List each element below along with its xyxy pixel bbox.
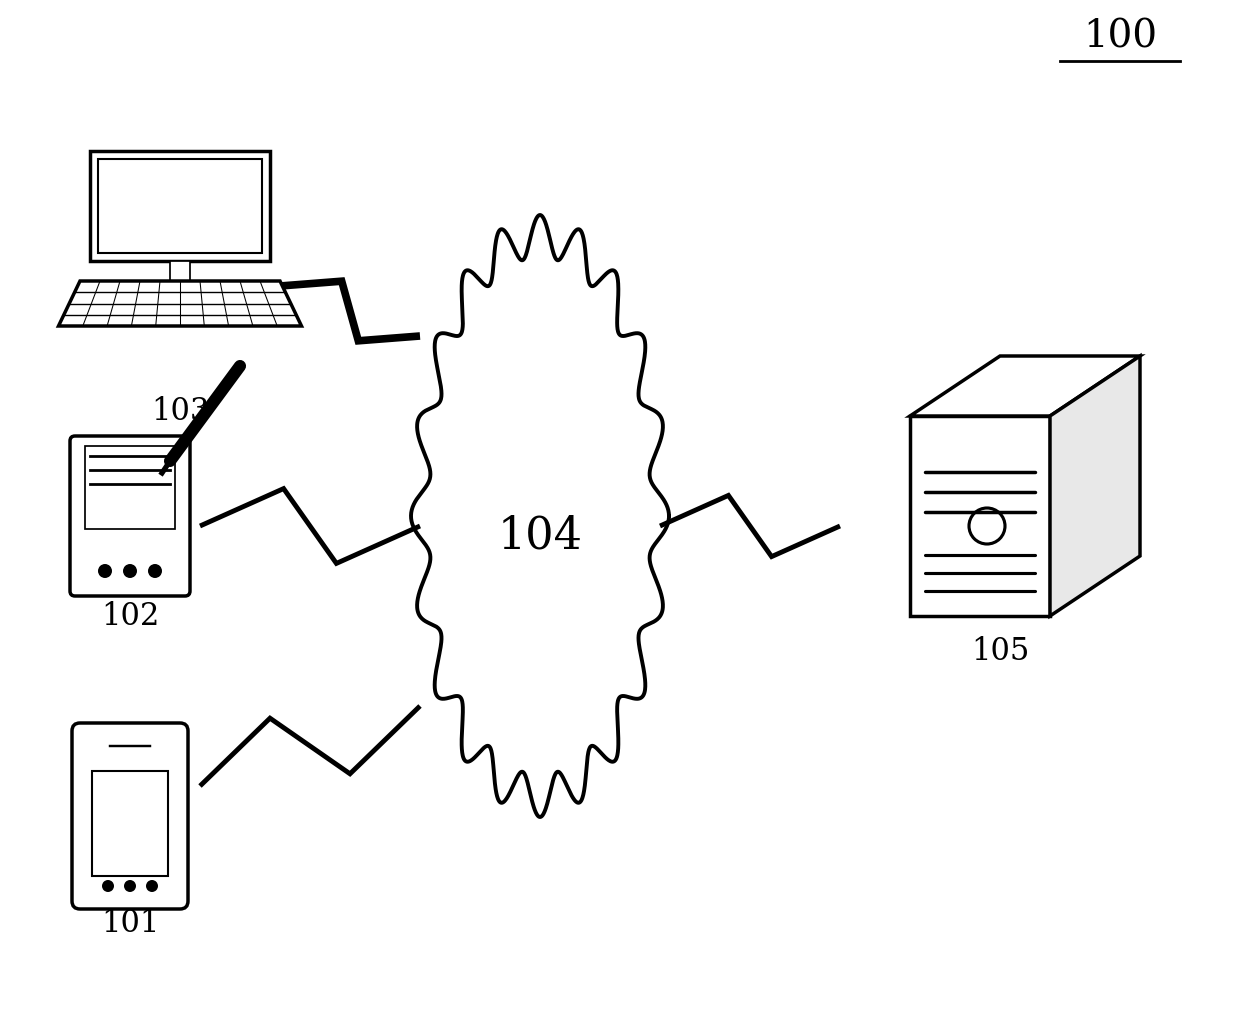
Bar (92, 771, 167, 876)
Bar (98, 159, 262, 253)
Circle shape (148, 564, 162, 578)
Circle shape (102, 880, 114, 892)
Polygon shape (1050, 356, 1140, 616)
Polygon shape (910, 416, 1050, 616)
Circle shape (98, 564, 112, 578)
FancyBboxPatch shape (72, 723, 188, 909)
Text: 103: 103 (151, 396, 210, 427)
Text: 104: 104 (497, 515, 583, 557)
Text: 102: 102 (100, 601, 159, 632)
Bar (170, 261, 190, 281)
Polygon shape (410, 215, 670, 817)
Bar (91, 151, 270, 261)
Polygon shape (58, 281, 301, 326)
FancyBboxPatch shape (69, 436, 190, 596)
Polygon shape (910, 356, 1140, 416)
Circle shape (123, 564, 136, 578)
Circle shape (146, 880, 157, 892)
Text: 101: 101 (100, 908, 159, 939)
Circle shape (124, 880, 136, 892)
Text: 105: 105 (971, 636, 1029, 667)
Text: 100: 100 (1083, 19, 1157, 56)
Bar (86, 447, 175, 529)
